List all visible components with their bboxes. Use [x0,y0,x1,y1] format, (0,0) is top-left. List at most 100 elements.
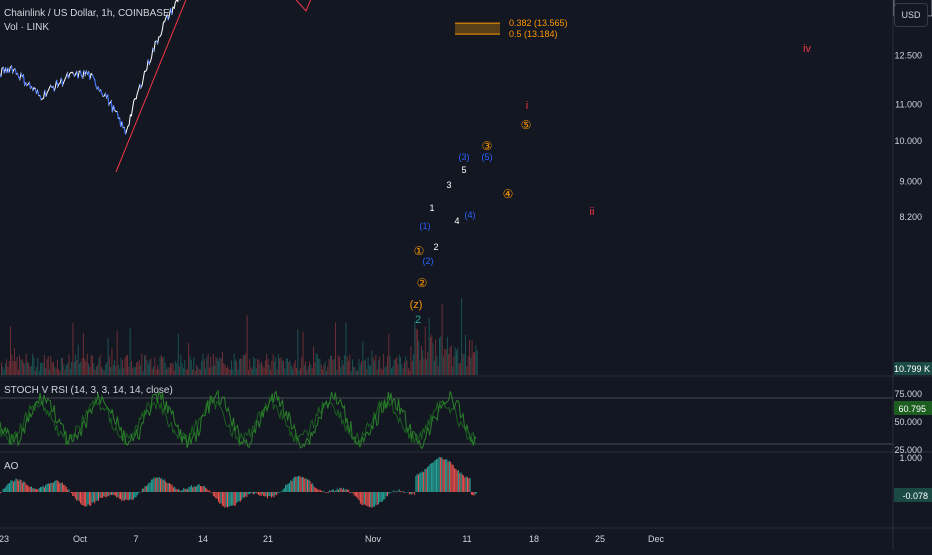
price-dip-segment [101,93,104,97]
ao-bar [123,492,125,501]
time-tick: 11 [462,534,471,544]
volume-bar [422,349,424,375]
volume-bar [453,356,455,375]
ao-bar [212,492,214,496]
ao-bar [152,479,154,492]
ao-bar [365,492,367,506]
ao-bar [218,492,219,502]
wave-label-small: 5 [461,165,466,175]
volume-bar [186,369,188,375]
volume-bar [46,359,48,375]
ao-bar [207,490,209,492]
volume-bar [284,368,286,375]
volume-bar [456,350,457,375]
wave-label-roman: iv [803,43,811,55]
ao-bar [450,462,452,492]
volume-bar [467,356,469,375]
volume-bar [261,361,262,375]
ao-bar [473,492,475,496]
volume-bar [127,355,128,375]
volume-bar [144,355,145,375]
volume-bar [277,354,279,375]
price-dip-segment [147,59,150,65]
price-dip-segment [31,86,34,91]
ao-bar [145,486,147,492]
ao-bar [41,486,43,492]
volume-bar [267,359,269,375]
volume-bar [462,353,464,375]
ao-bar [380,492,382,502]
volume-bar [365,359,366,375]
ao-bar [78,492,80,502]
wave-label-small: 2 [433,242,438,252]
volume-bar [202,353,204,375]
volume-bar [14,347,15,375]
volume-bar [47,356,49,375]
volume-bar [471,340,473,375]
ao-bar [87,492,89,505]
wave-label-orange: ③ [482,139,493,153]
ao-bar [260,492,262,496]
volume-bar [28,362,30,375]
ao-bar [258,492,259,495]
ao-bar [304,478,306,492]
volume-bar [183,367,184,375]
ao-bar [183,488,185,492]
ao-bar [255,492,257,493]
price-dip-segment [22,74,26,85]
ao-bar [160,478,161,492]
volume-bar [131,361,132,375]
ao-bar [414,492,416,495]
fib-label: 0.382 (13.565) [509,18,568,28]
ao-bar [379,492,381,503]
volume-bar [205,368,206,375]
volume-bar [363,360,365,375]
volume-bar [137,362,139,375]
ao-bar [319,489,321,492]
volume-bar [81,358,83,375]
volume-bar [89,366,91,375]
ao-bar [175,488,177,492]
ao-bar [277,492,279,494]
ao-value: -0.078 [902,491,928,501]
ao-bar [25,484,27,492]
ao-bar [98,492,99,501]
ao-bar [206,488,208,492]
volume-bar [67,363,69,375]
volume-bar [401,364,403,375]
ao-bar [281,491,283,492]
ao-bar [273,492,275,498]
ao-bar [169,483,170,492]
volume-bar [153,366,154,375]
ao-bar [32,488,34,492]
ao-bar [189,486,191,492]
ao-bar [28,486,30,492]
volume-bar [105,364,106,375]
volume-bar [34,370,36,375]
volume-bar [400,357,401,375]
ao-bar [5,487,7,492]
volume-bar [110,367,112,375]
ao-bar [254,492,256,494]
volume-bar [452,366,453,375]
currency-button[interactable]: USD [894,3,928,27]
volume-bar [337,355,339,375]
volume-bar [154,357,156,375]
volume-bar [51,362,53,375]
ao-bar [43,487,45,492]
ao-bar [381,492,383,502]
ao-bar [269,492,271,496]
ao-bar [330,490,332,492]
volume-bar [445,349,447,375]
ao-bar [362,492,364,506]
volume-bar [436,355,438,375]
ao-bar [147,484,149,492]
volume-bar [11,354,13,375]
volume-bar [112,365,114,375]
fib-zone [455,23,500,35]
volume-bar [206,357,208,375]
volume-bar [17,369,19,375]
volume-bar [246,315,248,375]
volume-bar [309,361,310,375]
